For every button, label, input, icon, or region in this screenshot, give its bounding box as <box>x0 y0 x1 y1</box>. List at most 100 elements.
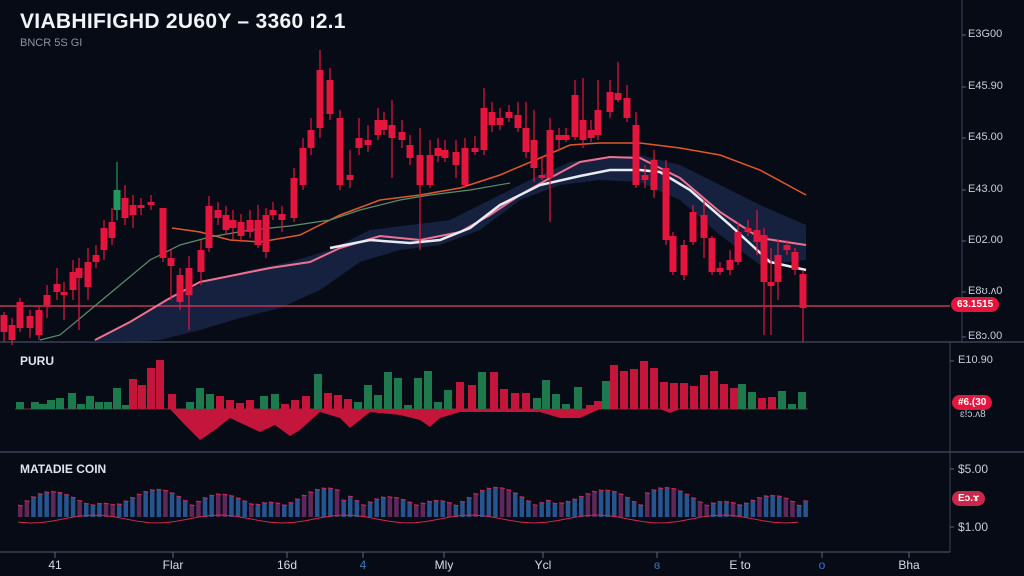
candle-body <box>662 168 670 240</box>
oscillator-bar <box>650 368 658 409</box>
volume-bar <box>744 502 749 517</box>
volume-bar-cap <box>380 496 387 499</box>
volume-bar <box>493 487 498 517</box>
oscillator-bar <box>602 381 610 409</box>
volume-bar <box>526 500 531 517</box>
volume-bar-cap <box>407 501 413 504</box>
volume-bar-cap <box>367 501 373 504</box>
oscillator-bar <box>680 383 688 409</box>
volume-bar <box>44 491 49 517</box>
volume-bar <box>638 504 643 517</box>
volume-bar-cap <box>116 503 123 506</box>
volume-bar <box>532 504 538 517</box>
oscillator-bar <box>394 378 402 409</box>
candle-body <box>641 175 649 180</box>
oscillator-bar <box>95 402 103 409</box>
volume-bar-cap <box>17 504 24 507</box>
ichimoku-cloud <box>90 155 806 342</box>
candle-body <box>700 215 708 238</box>
volume-bar-cap <box>783 497 789 500</box>
volume-bar <box>328 487 333 517</box>
candle-body <box>108 222 116 238</box>
volume-bar-cap <box>281 504 288 507</box>
candle-body <box>522 128 530 152</box>
oscillator-bar <box>39 404 47 409</box>
volume-axis-label: $5.00 <box>958 462 989 476</box>
volume-bar <box>229 495 234 517</box>
volume-bar-cap <box>301 494 307 497</box>
candle-body <box>546 130 554 178</box>
oscillator-bar <box>542 380 550 409</box>
candle-body <box>60 292 68 295</box>
oscillator-bar <box>738 384 746 409</box>
candle-body <box>480 108 488 150</box>
volume-bar-cap <box>413 504 420 507</box>
oscillator-negative-area <box>170 409 680 440</box>
candle-body <box>16 302 24 328</box>
volume-bar <box>664 487 670 517</box>
oscillator-bar <box>768 397 776 409</box>
candle-body <box>246 220 254 232</box>
volume-bar-cap <box>479 489 486 492</box>
candle-body <box>278 214 286 220</box>
oscillator-bar <box>690 386 698 409</box>
volume-bar <box>202 497 208 517</box>
volume-bar-cap <box>790 500 796 503</box>
volume-bar <box>539 502 544 517</box>
volume-bar <box>308 491 313 517</box>
oscillator-bar <box>552 394 560 409</box>
candle-body <box>159 208 167 258</box>
volume-bar <box>783 497 789 517</box>
oscillator-bar <box>86 396 94 409</box>
oscillator-bar <box>574 387 582 409</box>
candle-body <box>799 274 807 308</box>
moving-average-green <box>39 182 511 341</box>
volume-bar-cap <box>565 500 571 503</box>
oscillator-bar <box>314 374 322 409</box>
oscillator-bar <box>129 379 137 409</box>
volume-bar-cap <box>625 496 631 499</box>
candle-body <box>505 112 513 118</box>
oscillator-bar <box>610 365 618 409</box>
candle-body <box>632 125 640 185</box>
x-axis-label: 4 <box>359 558 367 572</box>
candle-body <box>594 110 602 135</box>
volume-bar-cap <box>374 498 380 501</box>
volume-bar-cap <box>697 500 703 503</box>
volume-bar <box>242 500 247 517</box>
volume-bar <box>605 489 610 517</box>
candle-body <box>197 250 205 272</box>
volume-bar <box>486 487 492 517</box>
volume-bar-cap <box>717 500 723 503</box>
volume-bar-cap <box>123 500 129 503</box>
volume-bar <box>255 503 261 517</box>
volume-bar <box>400 499 406 517</box>
candle-body <box>53 284 61 292</box>
candle-body <box>137 205 145 208</box>
volume-bar-cap <box>70 496 76 499</box>
volume-bar-cap <box>222 493 228 496</box>
volume-bar <box>31 496 36 517</box>
volume-bar-cap <box>757 496 763 499</box>
volume-bar-cap <box>803 500 809 503</box>
volume-bar-cap <box>314 488 321 491</box>
volume-bar-cap <box>130 496 136 499</box>
volume-bar <box>90 504 96 517</box>
candle-body <box>237 222 245 236</box>
x-axis-label: 41 <box>48 558 62 572</box>
volume-axis-label: $1.00 <box>958 520 989 534</box>
oscillator-bar <box>186 402 194 409</box>
volume-bar <box>433 500 439 517</box>
oscillator-bar <box>798 392 806 409</box>
volume-bar-cap <box>440 500 446 503</box>
volume-bar <box>499 487 505 517</box>
price-axis-label: E43.00 <box>968 183 1003 195</box>
volume-bar-cap <box>453 504 459 507</box>
x-axis-label: ɞ <box>653 558 661 572</box>
volume-bar <box>315 489 320 517</box>
candle-body <box>774 255 782 282</box>
candle-body <box>452 152 460 165</box>
candle-body <box>555 135 563 140</box>
candle-body <box>441 150 449 158</box>
